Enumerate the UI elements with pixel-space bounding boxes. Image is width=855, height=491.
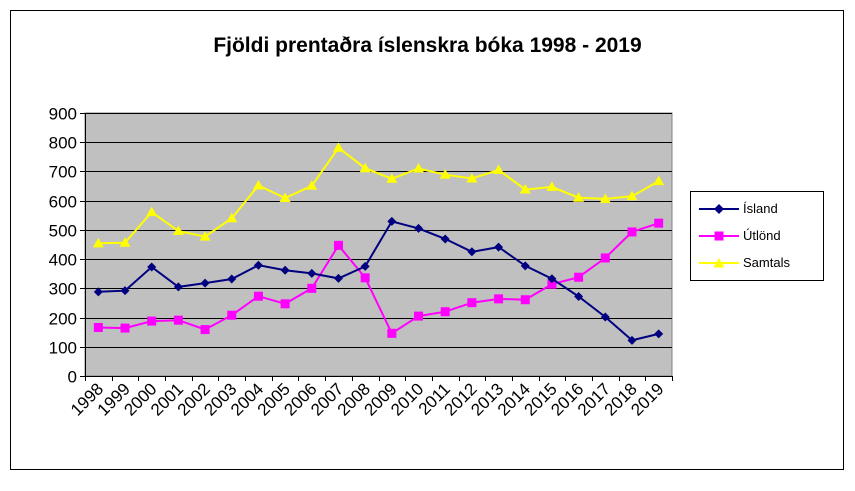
data-point-samtals [439, 169, 451, 179]
legend-swatch-utlond [699, 231, 739, 241]
chart-title: Fjöldi prentaðra íslenskra bóka 1998 - 2… [213, 34, 642, 57]
y-tick-label: 100 [49, 339, 77, 358]
data-point-utlond [467, 298, 477, 308]
data-point-samtals [172, 225, 184, 236]
legend-swatch-samtals [699, 258, 739, 268]
data-point-island [360, 261, 370, 271]
data-point-samtals [332, 142, 344, 152]
data-point-utlond [627, 227, 637, 237]
data-point-utlond [93, 322, 103, 332]
data-point-utlond [494, 294, 504, 304]
legend-label-island: Ísland [743, 201, 778, 216]
data-point-island [200, 278, 210, 288]
data-point-island [627, 335, 637, 345]
data-point-island [467, 247, 477, 257]
data-point-samtals [226, 212, 238, 223]
data-point-samtals [386, 173, 398, 183]
data-point-samtals [493, 164, 505, 174]
data-point-island [494, 242, 504, 252]
legend-item-island: Ísland [691, 198, 825, 220]
data-point-utlond [227, 310, 237, 320]
data-point-island [600, 312, 610, 322]
y-tick-label: 700 [49, 163, 77, 182]
data-point-utlond [440, 307, 450, 317]
data-point-utlond [600, 253, 610, 263]
data-point-island [333, 273, 343, 283]
data-point-samtals [466, 172, 478, 183]
data-point-island [654, 329, 664, 339]
data-point-island [227, 274, 237, 284]
data-point-utlond [574, 272, 584, 282]
data-point-island [147, 262, 157, 272]
data-point-utlond [387, 328, 397, 338]
y-tick-label: 800 [49, 134, 77, 153]
data-point-island [120, 286, 130, 296]
data-point-utlond [307, 283, 317, 293]
data-point-samtals [626, 190, 638, 201]
data-point-utlond [360, 273, 370, 283]
data-point-utlond [520, 295, 530, 305]
data-point-samtals [573, 192, 585, 202]
data-point-samtals [306, 180, 318, 190]
y-tick-label: 200 [49, 310, 77, 329]
legend-swatch-island [699, 204, 739, 214]
legend-item-utlond: Útlönd [691, 225, 825, 247]
data-point-island [173, 282, 183, 292]
data-point-utlond [547, 279, 557, 289]
data-point-island [440, 234, 450, 244]
data-point-island [574, 292, 584, 302]
data-point-utlond [333, 240, 343, 250]
data-point-island [547, 274, 557, 284]
y-tick-label: 300 [49, 280, 77, 299]
data-point-samtals [599, 193, 611, 203]
data-point-island [520, 261, 530, 271]
data-point-utlond [120, 323, 130, 333]
legend-item-samtals: Samtals [691, 252, 825, 274]
data-point-samtals [279, 192, 291, 203]
data-point-samtals [119, 237, 131, 247]
y-tick-label: 600 [49, 193, 77, 212]
legend-label-utlond: Útlönd [743, 228, 781, 243]
legend: Ísland Útlönd Samtals [690, 191, 824, 281]
data-point-utlond [173, 315, 183, 325]
series-line-utlond [98, 222, 660, 335]
data-point-samtals [199, 231, 211, 241]
data-point-utlond [200, 325, 210, 335]
y-tick-label: 900 [49, 105, 77, 124]
data-point-island [387, 216, 397, 226]
y-tick-label: 500 [49, 222, 77, 241]
data-point-samtals [546, 181, 558, 191]
y-tick-label: 0 [68, 368, 77, 387]
legend-label-samtals: Samtals [743, 255, 790, 270]
data-point-island [253, 260, 263, 270]
data-point-utlond [654, 218, 664, 228]
data-point-utlond [147, 316, 157, 326]
series-line-island [98, 220, 659, 342]
data-point-samtals [653, 175, 665, 186]
data-point-island [280, 265, 290, 275]
data-point-island [93, 287, 103, 297]
y-tick-label: 400 [49, 251, 77, 270]
series-line-samtals [98, 146, 660, 245]
data-point-samtals [146, 206, 158, 217]
data-point-samtals [413, 163, 425, 173]
data-point-samtals [359, 162, 371, 173]
data-point-samtals [92, 237, 104, 248]
data-point-utlond [253, 291, 263, 301]
data-point-samtals [252, 179, 264, 190]
data-point-samtals [519, 184, 531, 194]
data-point-utlond [280, 299, 290, 309]
data-point-island [307, 268, 317, 278]
data-point-island [414, 223, 424, 233]
data-point-utlond [414, 311, 424, 321]
